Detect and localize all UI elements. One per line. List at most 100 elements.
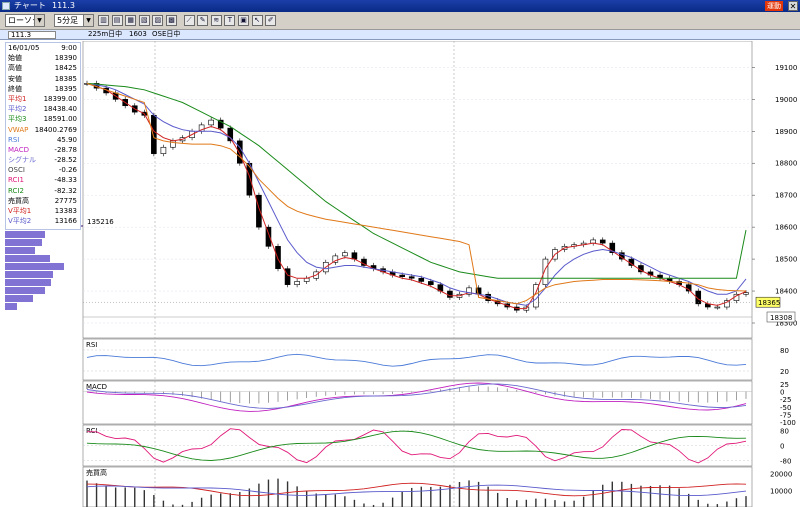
info-label: 平均2 [8, 105, 27, 114]
rci-tick-label: -80 [780, 457, 791, 465]
price-tick-label: 18500 [775, 256, 797, 264]
copy-icon[interactable]: ▧ [138, 15, 150, 26]
toolbar: ローソク ▼ 5分足 ▼ ▥ ▤ ▦ ▧ ▨ ▩ ⟋ ✎ ≋ T ▣ ↖ ✐ [0, 12, 800, 30]
macd-tick-label: -25 [780, 396, 791, 404]
rci-tick-label: 0 [780, 443, 784, 451]
pointer-icon[interactable]: ↖ [251, 15, 263, 26]
swatch-icon[interactable]: ▣ [238, 15, 249, 26]
info-row: RCI1 -48.33 [6, 175, 80, 185]
info-value: 18438.40 [43, 105, 77, 114]
info-label: 平均3 [8, 115, 27, 124]
info-row: MACD -28.78 [6, 145, 80, 155]
rsi-tick-label: 20 [780, 368, 789, 376]
title-bar: チャート 111.3 運動 ✕ [0, 0, 800, 12]
chart-window-icon [2, 2, 10, 10]
candle-body [408, 276, 415, 279]
info-value: -28.52 [54, 156, 77, 165]
price-tick-label: 18900 [775, 128, 797, 136]
candle-body [466, 287, 472, 295]
profile-peak-label: 135216 [87, 218, 114, 226]
info-label: 16/01/05 [8, 44, 40, 52]
info-value: -48.33 [54, 176, 77, 185]
info-row: 売買高 27775 [6, 196, 80, 206]
info-row: 高値 18425 [6, 63, 80, 73]
trendline-icon[interactable]: ⟋ [183, 15, 195, 26]
pencil-icon[interactable]: ✐ [265, 15, 277, 26]
live-link-button[interactable]: 運動 [765, 1, 783, 11]
info-row: シグナル -28.52 [6, 155, 80, 165]
info-value: 18385 [54, 74, 77, 83]
series-line [86, 82, 747, 306]
series-line [86, 82, 747, 310]
info-row: RSI 45.90 [6, 135, 80, 145]
candlestick-icon[interactable]: ▤ [111, 15, 123, 26]
info-value: 18395 [54, 84, 77, 93]
candle-body [418, 277, 425, 282]
rsi-label: RSI [86, 341, 97, 349]
price-tick-label: 18300 [775, 320, 797, 328]
volume-profile-bar [5, 247, 35, 254]
info-row: 平均3 18591.00 [6, 114, 80, 124]
split-icon[interactable]: ▨ [152, 15, 164, 26]
list-icon[interactable]: ▩ [166, 15, 177, 26]
data-info-panel: 16/01/05 9:00 始値 18390 高値 18425 安値 18385 終値 18395… [5, 42, 81, 230]
chart-type-select[interactable]: ローソク ▼ [5, 14, 45, 27]
info-row: V平均2 13166 [6, 216, 80, 226]
candle-body [351, 252, 358, 260]
chart-area[interactable]: 19100 19000 18900 18800 18700 18600 18500 18400… [0, 41, 800, 507]
info-label: RSI [8, 135, 20, 144]
price-tick-label: 18800 [775, 160, 797, 168]
info-value: -28.78 [54, 145, 77, 154]
info-value: 45.90 [56, 135, 77, 144]
macd-line [86, 382, 747, 412]
candle-body [256, 194, 262, 228]
info-label: 終値 [8, 84, 22, 93]
candle-body [208, 119, 214, 126]
macd-tick-label: -100 [780, 419, 796, 427]
candle-body [284, 268, 291, 285]
current-price-tag [755, 296, 781, 308]
info-value: 27775 [54, 196, 77, 205]
close-button[interactable]: ✕ [788, 1, 798, 11]
info-label: 平均1 [8, 94, 27, 103]
candle-body [428, 281, 434, 285]
price-tick-label: 18700 [775, 192, 797, 200]
nikkei225-value: 1603 [129, 30, 147, 38]
rsi-tick-label: 80 [780, 347, 789, 355]
info-row: 平均1 18399.00 [6, 94, 80, 104]
volume-tick-label: 20000 [770, 471, 792, 479]
candle-body [332, 255, 339, 263]
ose-label: OSE日中 [152, 30, 181, 38]
draw-icon[interactable]: ✎ [197, 15, 209, 26]
nikkei225-label: 225m日中 [88, 30, 123, 38]
candle-body [294, 281, 300, 285]
duplicate-icon[interactable]: ▦ [125, 15, 137, 26]
interval-select[interactable]: 5分足 ▼ [54, 14, 94, 27]
zigzag-icon[interactable]: ≋ [210, 15, 222, 26]
candle-body [265, 226, 272, 247]
info-label: 安値 [8, 74, 22, 83]
info-row: V平均1 13383 [6, 206, 80, 216]
text-icon[interactable]: T [224, 15, 236, 26]
rsi-line [86, 353, 747, 367]
candle-body [599, 239, 606, 244]
info-value: 18400.2769 [34, 125, 77, 134]
info-label: RCI1 [8, 176, 24, 185]
info-value: 18425 [54, 64, 77, 73]
code-input[interactable]: 111.3 [8, 31, 56, 39]
rci-tick-label: 80 [780, 428, 789, 436]
rci-label: RCI [86, 427, 97, 435]
info-row: VWAP 18400.2769 [6, 125, 80, 135]
candle-body [399, 274, 405, 277]
candle-body [237, 140, 243, 164]
info-label: 始値 [8, 54, 22, 63]
candle-body [275, 246, 281, 269]
bar-chart-icon[interactable]: ▥ [98, 15, 109, 26]
info-value: -0.26 [58, 166, 77, 175]
price-tick-label: 18400 [775, 288, 797, 296]
interval-value: 5分足 [57, 16, 79, 25]
volume-profile-bar [5, 255, 50, 262]
candle-body [695, 290, 702, 305]
macd-panel [82, 380, 753, 425]
candle-body [447, 290, 453, 298]
